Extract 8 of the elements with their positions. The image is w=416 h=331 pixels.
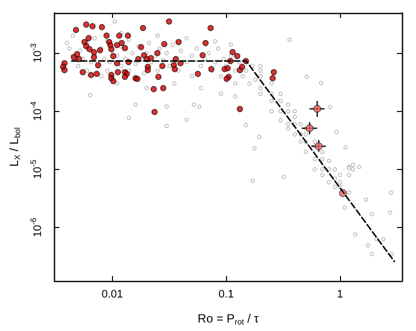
y-tick-label: 10-6 — [28, 217, 44, 238]
x-tick-label: 0.01 — [102, 288, 124, 300]
y-tick-label: 10-5 — [28, 159, 44, 180]
x-tick-label: 1 — [336, 288, 344, 300]
y-tick-label: 10-4 — [28, 101, 44, 121]
y-tick-label: 10-3 — [28, 42, 44, 63]
y-axis-title: LX / Lbol — [7, 127, 22, 167]
x-tick-label: 0.1 — [218, 288, 234, 300]
